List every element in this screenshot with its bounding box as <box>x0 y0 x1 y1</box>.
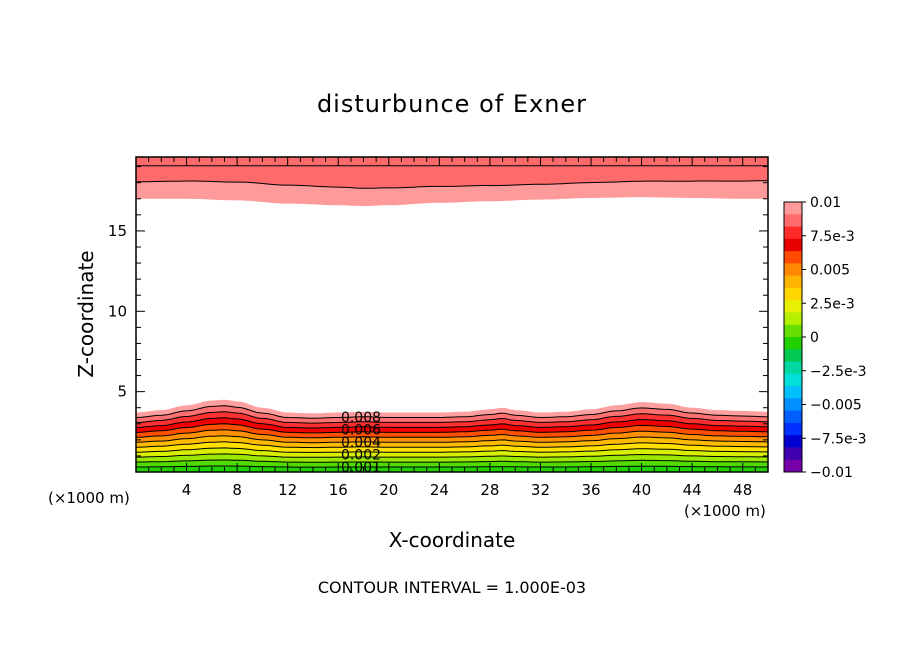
colorbar-swatch <box>784 410 802 424</box>
colorbar-swatch <box>784 361 802 375</box>
colorbar-swatch <box>784 251 802 264</box>
colorbar-swatch <box>784 349 802 363</box>
contour-label: 0.006 <box>341 422 381 438</box>
x-tick-label: 24 <box>430 481 449 499</box>
x-tick-labels: 4 8 12 16 20 24 28 32 36 40 44 48 <box>182 481 752 499</box>
x-tick-label: 40 <box>632 481 651 499</box>
bottom-band <box>136 460 768 468</box>
contour-line <box>136 429 768 439</box>
colorbar-swatch <box>784 435 802 448</box>
contour-line <box>136 459 768 463</box>
contour-label: 0.002 <box>341 447 381 463</box>
colorbar-label: −7.5e-3 <box>810 431 867 447</box>
contour-line <box>136 441 768 449</box>
x-tick-label: 16 <box>329 481 348 499</box>
x-tick-label: 12 <box>278 481 297 499</box>
colorbar-swatch <box>784 202 802 215</box>
bottom-band <box>136 423 768 438</box>
colorbar-label: −0.01 <box>810 465 853 481</box>
colorbar-labels: 0.01 7.5e-3 0.005 2.5e-3 0 −2.5e-3 −0.005 −7.5e… <box>802 195 867 481</box>
x-unit-right: (×1000 m) <box>684 502 766 520</box>
contour-line <box>136 411 768 424</box>
colorbar-swatch <box>784 337 802 350</box>
colorbar-label: 2.5e-3 <box>810 296 855 312</box>
colorbar-swatch <box>784 214 802 228</box>
colorbar-swatch <box>784 287 802 301</box>
bottom-band <box>136 435 768 448</box>
colorbar-swatch <box>784 398 802 412</box>
colorbar-swatch <box>784 373 802 387</box>
bottom-band <box>136 429 768 443</box>
x-tick-label: 4 <box>182 481 192 499</box>
contour-line <box>136 405 768 419</box>
contour-line <box>136 453 768 458</box>
x-tick-label: 8 <box>232 481 242 499</box>
colorbar-swatch <box>784 263 802 277</box>
y-axis-label: Z-coordinate <box>74 250 98 377</box>
colorbar-label: −0.005 <box>810 398 862 414</box>
top-band <box>136 157 768 189</box>
colorbar-label: 0 <box>810 330 819 346</box>
x-tick-label: 44 <box>683 481 702 499</box>
colorbar <box>783 201 803 473</box>
contour-label: 0.008 <box>341 410 381 426</box>
colorbar-swatch <box>784 459 802 473</box>
y-tick-label: 15 <box>108 222 127 240</box>
colorbar-swatch <box>784 386 802 399</box>
colorbar-swatch <box>784 312 802 326</box>
x-tick-label: 20 <box>379 481 398 499</box>
y-tick-label: 5 <box>117 383 127 401</box>
colorbar-swatch <box>784 226 802 240</box>
bottom-band <box>136 417 768 433</box>
x-unit-left: (×1000 m) <box>48 489 130 507</box>
contour-line <box>136 447 768 453</box>
x-tick-label: 36 <box>581 481 600 499</box>
contour-line <box>136 180 768 189</box>
x-tick-label: 48 <box>733 481 752 499</box>
bottom-band <box>136 405 768 424</box>
axis-ticks <box>136 157 768 472</box>
colorbar-label: −2.5e-3 <box>810 364 867 380</box>
x-tick-label: 28 <box>480 481 499 499</box>
x-tick-label: 32 <box>531 481 550 499</box>
contour-line <box>136 417 768 429</box>
colorbar-swatch <box>784 324 802 338</box>
colorbar-swatch <box>784 238 802 252</box>
y-tick-label: 10 <box>108 302 127 320</box>
y-tick-labels: 5 10 15 <box>108 222 127 401</box>
x-axis-label: X-coordinate <box>389 528 516 552</box>
contour-interval-note: CONTOUR INTERVAL = 1.000E-03 <box>318 578 586 597</box>
bottom-band <box>136 399 768 419</box>
colorbar-label: 0.01 <box>810 195 841 211</box>
contour-line <box>136 423 768 434</box>
contour-label: 0.001 <box>341 460 381 476</box>
bottom-band <box>136 411 768 428</box>
contour-line <box>136 435 768 444</box>
colorbar-swatch <box>784 447 802 461</box>
colorbar-swatch <box>784 300 802 313</box>
colorbar-label: 0.005 <box>810 263 850 279</box>
chart-title: disturbunce of Exner <box>317 90 587 118</box>
colorbar-swatch <box>784 275 802 289</box>
colorbar-swatch <box>784 422 802 436</box>
contour-label: 0.004 <box>341 435 381 451</box>
colorbar-label: 7.5e-3 <box>810 229 855 245</box>
